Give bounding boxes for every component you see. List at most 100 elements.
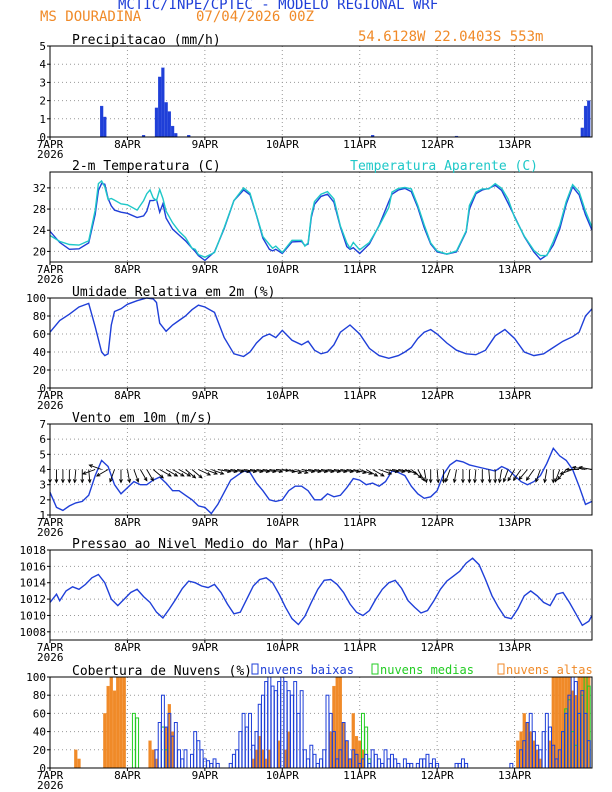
bar-nuvens-baixas bbox=[228, 762, 233, 769]
bar-nuvens-baixas bbox=[425, 753, 430, 769]
x-tick-label: 9APR bbox=[192, 641, 219, 654]
bar-precip bbox=[161, 67, 165, 138]
bar-nuvens-baixas bbox=[309, 744, 314, 769]
wind-vector-head bbox=[571, 465, 577, 470]
y-tick-label: 1 bbox=[39, 113, 46, 126]
bar-nuvens-baixas bbox=[202, 758, 207, 769]
wind-vector bbox=[185, 469, 196, 479]
wind-vector-head bbox=[81, 471, 87, 475]
panel-title: Pressao ao Nivel Medio do Mar (hPa) bbox=[72, 537, 346, 552]
bar-nuvens-baixas bbox=[367, 762, 372, 769]
bar-nuvens-altas bbox=[554, 676, 559, 769]
x-tick-label: 11APR bbox=[343, 641, 376, 654]
wind-vector-head bbox=[127, 478, 132, 484]
bar-nuvens-altas bbox=[109, 676, 113, 769]
x-tick-label: 12APR bbox=[421, 389, 454, 402]
bar-nuvens-baixas bbox=[190, 753, 194, 769]
wind-vector-head bbox=[219, 471, 225, 475]
y-tick-label: 1 bbox=[39, 509, 46, 522]
panel-rh: 0 20 40 60 80 100 7APR 8APR 9APR 10APR 11APR 12APR 1… bbox=[26, 285, 593, 412]
wind-vector bbox=[507, 469, 515, 481]
wind-vector bbox=[146, 469, 154, 481]
legend-swatch bbox=[371, 663, 379, 675]
y-tick-label: 2 bbox=[39, 494, 46, 507]
x-tick-label: 8APR bbox=[114, 389, 141, 402]
y-tick-label: 3 bbox=[39, 76, 46, 89]
wind-vector bbox=[554, 469, 561, 482]
series-line-blue bbox=[49, 557, 593, 627]
bar-nuvens-baixas bbox=[544, 712, 549, 769]
y-tick-label: 5 bbox=[39, 40, 46, 53]
bar-nuvens-baixas bbox=[248, 712, 252, 769]
x-tick-label: 7APR bbox=[37, 263, 64, 276]
forecast-date: 07/04/2026 00Z bbox=[196, 9, 315, 25]
panel-clouds: 0 20 40 60 80 100 7APR 8APR 9APR 10APR 11APR 12APR 1… bbox=[26, 663, 593, 792]
panel-title: Vento em 10m (m/s) bbox=[72, 411, 213, 426]
x-year-label: 2026 bbox=[37, 148, 64, 161]
wind-vector bbox=[378, 469, 392, 475]
bar-nuvens-altas bbox=[119, 676, 123, 769]
panel-temp: 20 24 28 32 7APR 8APR 9APR 10APR 11APR 12APR 13APR… bbox=[33, 159, 593, 286]
bar-nuvens-baixas bbox=[199, 749, 204, 769]
bar-nuvens-baixas bbox=[290, 694, 294, 769]
wind-vector bbox=[535, 469, 541, 482]
wind-vector bbox=[526, 469, 535, 481]
wind-vector bbox=[411, 469, 422, 479]
wind-vector-head bbox=[543, 478, 547, 484]
x-year-label: 2026 bbox=[37, 399, 64, 412]
bar-nuvens-baixas bbox=[180, 758, 185, 769]
panel-pressure: 1008 1010 1012 1014 1016 1018 7APR 8APR 9APR 10AP… bbox=[20, 537, 593, 664]
legend-label: nuvens medias bbox=[380, 663, 474, 677]
x-tick-label: 9APR bbox=[192, 769, 219, 782]
wind-vector bbox=[544, 469, 548, 483]
y-tick-label: 100 bbox=[26, 671, 46, 684]
x-tick-label: 12APR bbox=[421, 769, 454, 782]
bar-nuvens-baixas bbox=[380, 762, 385, 769]
wind-vector-head bbox=[444, 478, 449, 483]
bar-nuvens-baixas bbox=[386, 758, 391, 769]
x-tick-label: 10APR bbox=[266, 516, 299, 529]
station-coordinates: 54.6128W 22.0403S 553m bbox=[358, 29, 544, 45]
x-tick-label: 11APR bbox=[343, 138, 376, 151]
y-tick-label: 1014 bbox=[20, 577, 47, 590]
bar-nuvens-baixas bbox=[183, 749, 188, 769]
x-tick-label: 10APR bbox=[266, 641, 299, 654]
y-tick-label: 5 bbox=[39, 448, 46, 461]
panel-title: 2-m Temperatura (C) bbox=[72, 159, 221, 174]
x-tick-label: 11APR bbox=[343, 516, 376, 529]
bar-nuvens-baixas bbox=[244, 726, 249, 769]
bar-nuvens-baixas bbox=[270, 685, 275, 769]
bar-precip bbox=[174, 133, 178, 138]
bar-nuvens-baixas bbox=[241, 712, 246, 769]
series-line-cyan bbox=[49, 179, 593, 258]
y-tick-label: 100 bbox=[26, 292, 46, 305]
bar-nuvens-baixas bbox=[373, 753, 378, 769]
panel-title: Cobertura de Nuvens (%) bbox=[72, 664, 252, 679]
bar-nuvens-baixas bbox=[293, 681, 298, 769]
bar-nuvens-baixas bbox=[299, 690, 304, 769]
y-tick-label: 28 bbox=[33, 203, 46, 216]
bar-nuvens-baixas bbox=[215, 762, 220, 769]
legend-apparent-temperature: Temperatura Aparente (C) bbox=[350, 159, 538, 174]
y-tick-label: 20 bbox=[33, 744, 46, 757]
wind-vector-head bbox=[186, 472, 192, 477]
wind-vector-head bbox=[578, 465, 583, 470]
wind-vector bbox=[295, 469, 308, 474]
wind-vector bbox=[288, 469, 302, 474]
y-tick-label: 40 bbox=[33, 346, 46, 359]
wind-vector-head bbox=[278, 469, 284, 474]
y-tick-label: 4 bbox=[39, 58, 46, 71]
x-tick-label: 7APR bbox=[37, 138, 64, 151]
bar-nuvens-baixas bbox=[461, 758, 465, 769]
bar-nuvens-baixas bbox=[302, 749, 307, 769]
wind-vector-head bbox=[507, 477, 512, 482]
wind-vector-head bbox=[559, 471, 564, 475]
wind-vector bbox=[308, 469, 321, 473]
x-tick-label: 8APR bbox=[114, 769, 141, 782]
bar-nuvens-baixas bbox=[273, 690, 278, 769]
x-tick-label: 7APR bbox=[37, 389, 64, 402]
bar-nuvens-baixas bbox=[422, 758, 427, 769]
wind-vector-head bbox=[417, 474, 423, 479]
x-year-label: 2026 bbox=[37, 273, 64, 286]
wind-vector-head bbox=[502, 478, 507, 483]
